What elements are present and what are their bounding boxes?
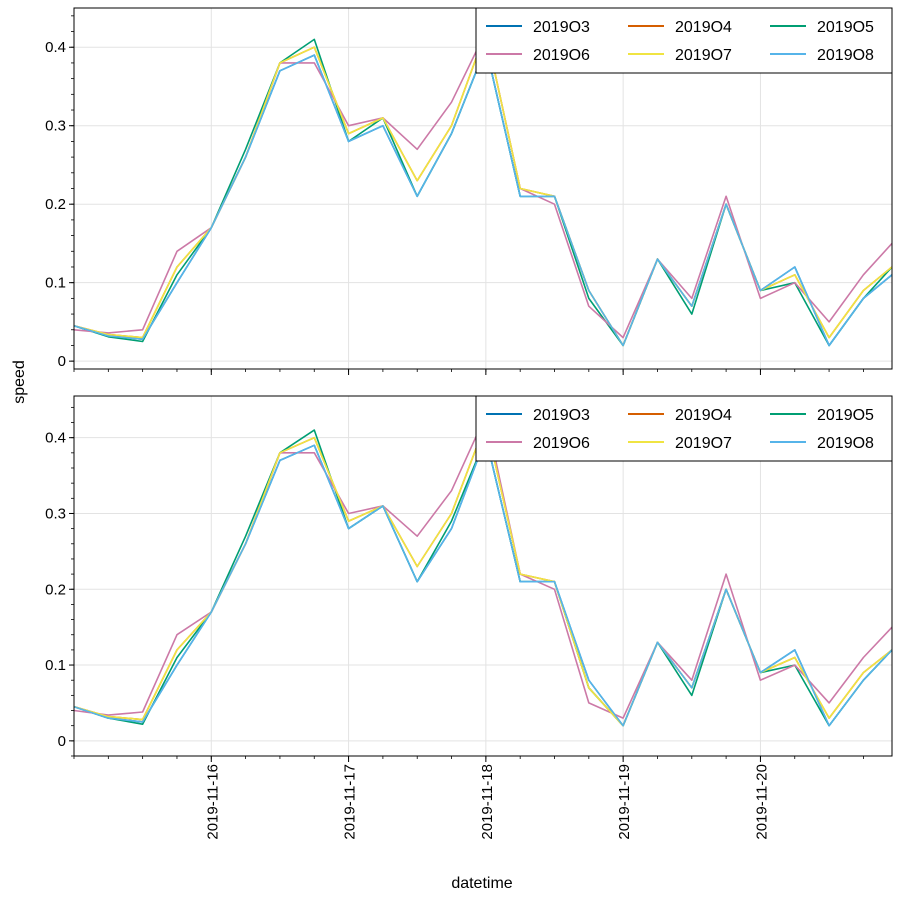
legend-item-2019O7: 2019O7 [628, 435, 732, 452]
y-tick-label: 0.4 [45, 39, 66, 56]
legend-item-2019O5: 2019O5 [770, 19, 874, 36]
legend-item-2019O4: 2019O4 [628, 19, 732, 36]
legend-label: 2019O5 [817, 407, 874, 424]
series-line-2019O5 [74, 429, 892, 727]
y-tick-label: 0.2 [45, 581, 66, 598]
y-tick-label: 0.3 [45, 505, 66, 522]
x-tick-labels: 2019-11-16 2019-11-17 2019-11-18 2019-11-19… [204, 764, 770, 840]
series-line-2019O8 [74, 436, 892, 727]
legend-label: 2019O8 [817, 435, 874, 452]
series-line-2019O8 [74, 46, 892, 347]
y-tick-label: 0.4 [45, 430, 66, 447]
y-tick-label: 0.1 [45, 657, 66, 674]
x-ticks [73, 756, 864, 762]
y-axis-label: speed [11, 360, 28, 404]
x-tick-label: 2019-11-18 [479, 764, 496, 840]
x-tick-label: 2019-11-19 [616, 764, 633, 840]
series-group [74, 414, 892, 727]
legend-frame [475, 7, 893, 74]
x-axis-label: datetime [451, 875, 512, 892]
legend-item-2019O3: 2019O3 [486, 407, 590, 424]
legend-label: 2019O8 [817, 47, 874, 64]
legend-label: 2019O3 [533, 407, 590, 424]
legend-item-2019O8: 2019O8 [770, 435, 874, 452]
x-tick-label: 2019-11-17 [342, 764, 359, 840]
y-tick-label: 0.1 [45, 275, 66, 292]
y-tick-label: 0 [58, 353, 66, 370]
series-line-2019O5 [74, 38, 892, 347]
y-tick-label: 0.3 [45, 118, 66, 135]
legend-label: 2019O6 [533, 435, 590, 452]
y-tick-label: 0.2 [45, 196, 66, 213]
legend-item-2019O4: 2019O4 [628, 407, 732, 424]
legend-label: 2019O3 [533, 19, 590, 36]
x-tick-label: 2019-11-16 [204, 764, 221, 840]
x-tick-label: 2019-11-20 [753, 764, 770, 840]
series-line-2019O3 [74, 46, 892, 347]
series-line-2019O7 [74, 421, 892, 727]
legend-item-2019O5: 2019O5 [770, 407, 874, 424]
legend-label: 2019O7 [675, 435, 732, 452]
series-line-2019O4 [74, 421, 892, 727]
legend-label: 2019O7 [675, 47, 732, 64]
legend-label: 2019O5 [817, 19, 874, 36]
legend-item-2019O3: 2019O3 [486, 19, 590, 36]
series-line-2019O3 [74, 436, 892, 727]
legend: 2019O3 2019O4 2019O5 2019O6 2019O7 2019O8 [475, 395, 893, 462]
legend-item-2019O7: 2019O7 [628, 47, 732, 64]
series-line-2019O4 [74, 30, 892, 347]
legend-item-2019O6: 2019O6 [486, 435, 590, 452]
series-line-2019O7 [74, 30, 892, 347]
series-line-2019O6 [74, 30, 892, 339]
legend-item-2019O8: 2019O8 [770, 47, 874, 64]
legend-item-2019O6: 2019O6 [486, 47, 590, 64]
y-ticks: 0 0.1 0.2 0.3 0.4 [45, 15, 74, 370]
legend: 2019O3 2019O4 2019O5 2019O6 2019O7 2019O8 [475, 7, 893, 74]
legend-label: 2019O4 [675, 407, 732, 424]
y-tick-label: 0 [58, 733, 66, 750]
legend-label: 2019O4 [675, 19, 732, 36]
series-group [74, 30, 892, 347]
legend-label: 2019O6 [533, 47, 590, 64]
x-ticks [73, 369, 864, 375]
legend-frame [475, 395, 893, 462]
y-ticks: 0 0.1 0.2 0.3 0.4 [45, 406, 74, 757]
